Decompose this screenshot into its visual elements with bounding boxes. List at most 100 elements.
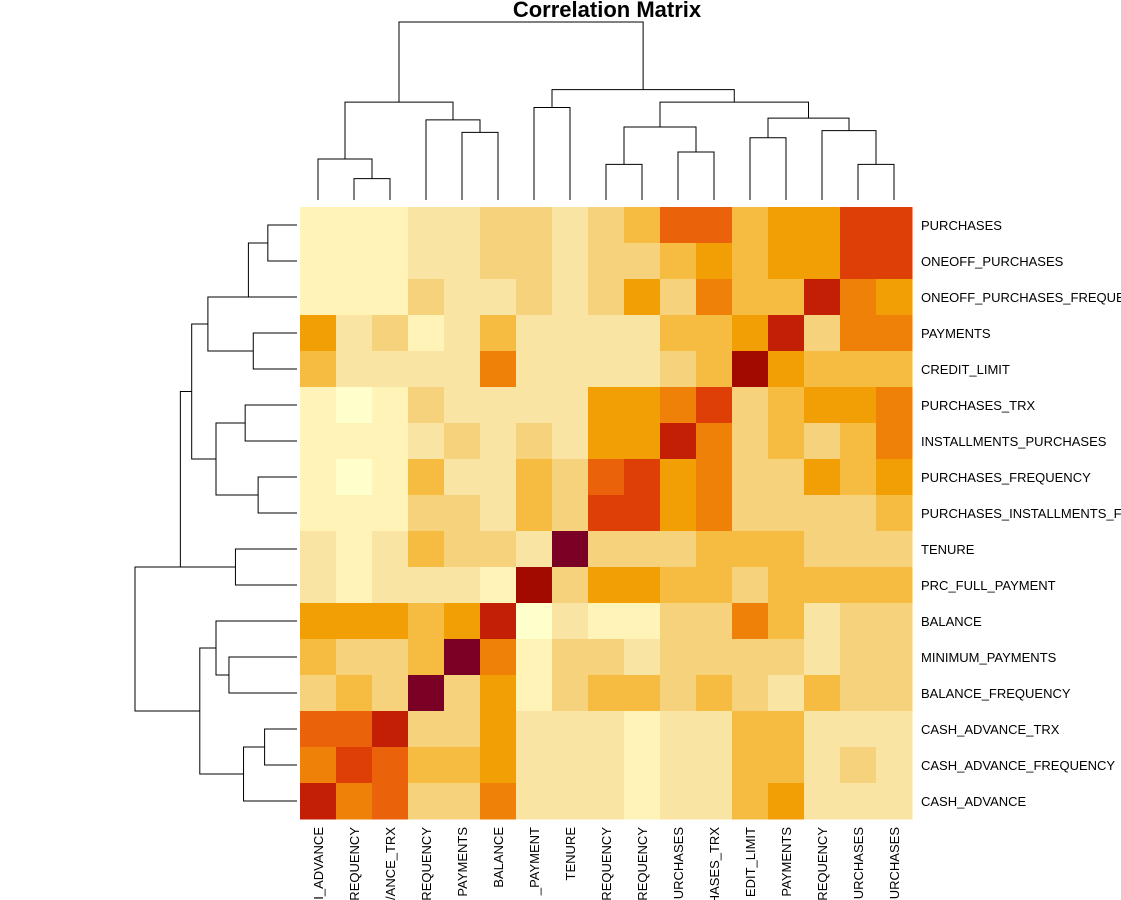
heatmap-cell-r7-c6 <box>516 459 553 496</box>
heatmap-cell-r10-c1 <box>336 567 373 604</box>
heatmap-cell-r16-c7 <box>552 783 589 820</box>
col-dendrogram-link-8 <box>533 106 571 200</box>
heatmap-cell-r10-c7 <box>552 567 589 604</box>
heatmap-cell-r7-c4 <box>444 459 481 496</box>
chart-title: Correlation Matrix <box>513 0 702 22</box>
row-label: PAYMENTS <box>921 326 991 341</box>
heatmap-cell-r16-c6 <box>516 783 553 820</box>
heatmap-cell-r12-c12 <box>732 639 769 676</box>
heatmap-cell-r3-c8 <box>588 315 625 352</box>
heatmap-cell-r5-c0 <box>300 387 337 424</box>
heatmap-cell-r7-c1 <box>336 459 373 496</box>
heatmap-cell-r14-c8 <box>588 711 625 748</box>
heatmap-cell-r5-c11 <box>696 387 733 424</box>
heatmap-cell-r15-c9 <box>624 747 661 784</box>
row-label: INSTALLMENTS_PURCHASES <box>921 434 1107 449</box>
heatmap-cell-r3-c9 <box>624 315 661 352</box>
heatmap-cell-r10-c6 <box>516 567 553 604</box>
heatmap-cell-r13-c14 <box>804 675 841 712</box>
heatmap-cell-r11-c13 <box>768 603 805 640</box>
heatmap-cell-r4-c1 <box>336 351 373 388</box>
heatmap-cell-r8-c0 <box>300 495 337 532</box>
heatmap-cell-r0-c15 <box>840 207 877 244</box>
heatmap-cell-r6-c6 <box>516 423 553 460</box>
row-dendrogram-link-14 <box>179 391 236 568</box>
col-dendrogram-link-13 <box>659 101 809 128</box>
heatmap-cell-r4-c10 <box>660 351 697 388</box>
heatmap-cell-r0-c4 <box>444 207 481 244</box>
heatmap-cell-r11-c16 <box>876 603 913 640</box>
heatmap-cell-r11-c11 <box>696 603 733 640</box>
heatmap-cell-r1-c2 <box>372 243 409 280</box>
col-label: REQUENCY <box>815 827 830 900</box>
heatmap-cell-r15-c10 <box>660 747 697 784</box>
col-label: /ANCE_TRX <box>383 827 398 900</box>
heatmap-cell-r0-c9 <box>624 207 661 244</box>
heatmap-cell-r6-c12 <box>732 423 769 460</box>
col-dendrogram-link-6 <box>677 151 715 200</box>
heatmap-cell-r13-c7 <box>552 675 589 712</box>
heatmap-cell-r16-c12 <box>732 783 769 820</box>
heatmap-cell-r9-c6 <box>516 531 553 568</box>
heatmap-cell-r2-c11 <box>696 279 733 316</box>
row-dendrogram-link-12 <box>191 323 216 460</box>
heatmap-cell-r14-c12 <box>732 711 769 748</box>
heatmap-cell-r16-c0 <box>300 783 337 820</box>
heatmap-cell-r11-c7 <box>552 603 589 640</box>
heatmap-cell-r7-c15 <box>840 459 877 496</box>
heatmap-cell-r11-c4 <box>444 603 481 640</box>
heatmap-cell-r10-c4 <box>444 567 481 604</box>
heatmap-cell-r11-c14 <box>804 603 841 640</box>
heatmap-cell-r6-c10 <box>660 423 697 460</box>
row-dendrogram-link-11 <box>215 422 259 496</box>
heatmap-cell-r10-c13 <box>768 567 805 604</box>
heatmap-cell-r1-c14 <box>804 243 841 280</box>
heatmap-cell-r12-c13 <box>768 639 805 676</box>
heatmap-cell-r4-c4 <box>444 351 481 388</box>
heatmap-cell-r9-c14 <box>804 531 841 568</box>
heatmap-cell-r12-c1 <box>336 639 373 676</box>
heatmap-cell-r1-c6 <box>516 243 553 280</box>
col-label: BALANCE <box>491 827 506 888</box>
heatmap-cell-r14-c2 <box>372 711 409 748</box>
heatmap-cell-r2-c0 <box>300 279 337 316</box>
heatmap-cell-r1-c9 <box>624 243 661 280</box>
row-label: BALANCE_FREQUENCY <box>921 686 1071 701</box>
col-label: PAYMENTS <box>779 827 794 897</box>
heatmap-cell-r8-c3 <box>408 495 445 532</box>
heatmap-cell-r1-c4 <box>444 243 481 280</box>
heatmap-cell-r3-c12 <box>732 315 769 352</box>
col-label: URCHASES <box>671 827 686 900</box>
heatmap-cell-r10-c10 <box>660 567 697 604</box>
row-dendrogram-link-1 <box>247 242 297 298</box>
heatmap-cell-r0-c13 <box>768 207 805 244</box>
heatmap-cell-r11-c1 <box>336 603 373 640</box>
col-label: HASES_TRX <box>707 827 722 900</box>
heatmap-cell-r5-c3 <box>408 387 445 424</box>
col-label: TENURE <box>563 827 578 881</box>
heatmap-cell-r4-c11 <box>696 351 733 388</box>
heatmap-cell-r5-c9 <box>624 387 661 424</box>
col-dendrogram-link-2 <box>461 131 499 200</box>
heatmap-cell-r15-c3 <box>408 747 445 784</box>
heatmap-cell-r14-c15 <box>840 711 877 748</box>
heatmap-cell-r7-c10 <box>660 459 697 496</box>
col-label: I_ADVANCE <box>311 827 326 900</box>
heatmap-cell-r12-c4 <box>444 639 481 676</box>
heatmap-cell-r11-c6 <box>516 603 553 640</box>
heatmap-cell-r13-c4 <box>444 675 481 712</box>
heatmap-cell-r2-c7 <box>552 279 589 316</box>
heatmap-cell-r9-c12 <box>732 531 769 568</box>
heatmap-cell-r9-c4 <box>444 531 481 568</box>
col-dendrogram-link-5 <box>605 163 643 200</box>
row-label: MINIMUM_PAYMENTS <box>921 650 1057 665</box>
heatmap-cell-r12-c5 <box>480 639 517 676</box>
heatmap-cell-r7-c11 <box>696 459 733 496</box>
heatmap-cell-r13-c3 <box>408 675 445 712</box>
heatmap-cell-r6-c14 <box>804 423 841 460</box>
heatmap-cell-r7-c9 <box>624 459 661 496</box>
heatmap-cell-r0-c2 <box>372 207 409 244</box>
heatmap-cell-r10-c15 <box>840 567 877 604</box>
heatmap-cell-r11-c2 <box>372 603 409 640</box>
heatmap-cell-r12-c10 <box>660 639 697 676</box>
